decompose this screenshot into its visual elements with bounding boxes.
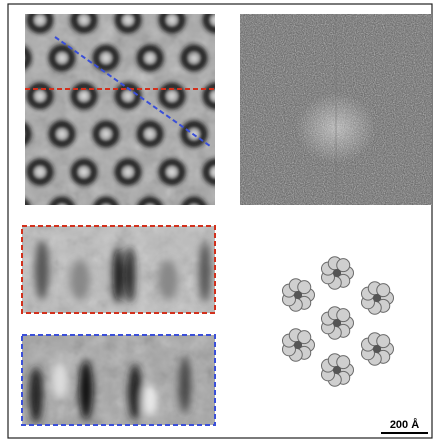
particle-core <box>59 131 65 137</box>
particle-ring <box>184 200 204 220</box>
particle-core <box>59 207 65 213</box>
complex <box>282 329 314 361</box>
particle-ring <box>8 200 28 220</box>
particle-ring <box>0 162 6 182</box>
particle-core <box>15 131 21 137</box>
red-section-image <box>22 226 215 313</box>
fft-image <box>240 14 432 205</box>
complex <box>361 282 393 314</box>
particle-core <box>81 93 87 99</box>
complex <box>321 257 353 289</box>
particle-core <box>81 17 87 23</box>
complex-pore <box>333 319 341 327</box>
particle-core <box>15 55 21 61</box>
particle-core <box>235 207 241 213</box>
particle-ring <box>206 162 226 182</box>
particle-core <box>147 131 153 137</box>
particle-core <box>213 17 219 23</box>
scale-bar-label: 200 Å <box>390 418 419 431</box>
particle-ring <box>8 124 28 144</box>
complex <box>361 333 393 365</box>
particle-ring <box>96 200 116 220</box>
particle-core <box>213 169 219 175</box>
particle-core <box>169 169 175 175</box>
particle-ring <box>8 48 28 68</box>
complex <box>282 279 314 311</box>
particle-core <box>15 207 21 213</box>
particle-core <box>103 207 109 213</box>
figure: 200 Å <box>0 0 440 442</box>
particle-core <box>103 55 109 61</box>
particle-ring <box>140 200 160 220</box>
particle-ring <box>206 10 226 30</box>
particle-core <box>169 93 175 99</box>
complex <box>321 354 353 386</box>
model-render <box>282 257 393 386</box>
particle-core <box>125 93 131 99</box>
particle-core <box>191 55 197 61</box>
page: 200 Å (() => { const data = JSON.parse(d… <box>0 0 440 442</box>
particle-core <box>147 207 153 213</box>
particle-core <box>169 17 175 23</box>
particle-ring <box>52 200 72 220</box>
complex-pore <box>333 269 341 277</box>
complex-pore <box>333 366 341 374</box>
particle-core <box>125 17 131 23</box>
particle-core <box>59 55 65 61</box>
complex-pore <box>294 291 302 299</box>
complex <box>321 307 353 339</box>
particle-core <box>257 245 263 251</box>
particle-core <box>103 131 109 137</box>
complex-pore <box>373 345 381 353</box>
particle-core <box>125 169 131 175</box>
blue-section-image <box>22 335 215 425</box>
particle-core <box>37 169 43 175</box>
particle-ring <box>250 238 270 258</box>
particle-core <box>213 93 219 99</box>
particle-core <box>37 17 43 23</box>
particle-core <box>37 93 43 99</box>
complex-pore <box>373 294 381 302</box>
particle-core <box>81 169 87 175</box>
particle-ring <box>0 238 6 258</box>
complex-pore <box>294 341 302 349</box>
particle-core <box>191 207 197 213</box>
particle-ring <box>0 10 6 30</box>
particle-core <box>147 55 153 61</box>
particle-ring <box>0 86 6 106</box>
particle-core <box>279 207 285 213</box>
